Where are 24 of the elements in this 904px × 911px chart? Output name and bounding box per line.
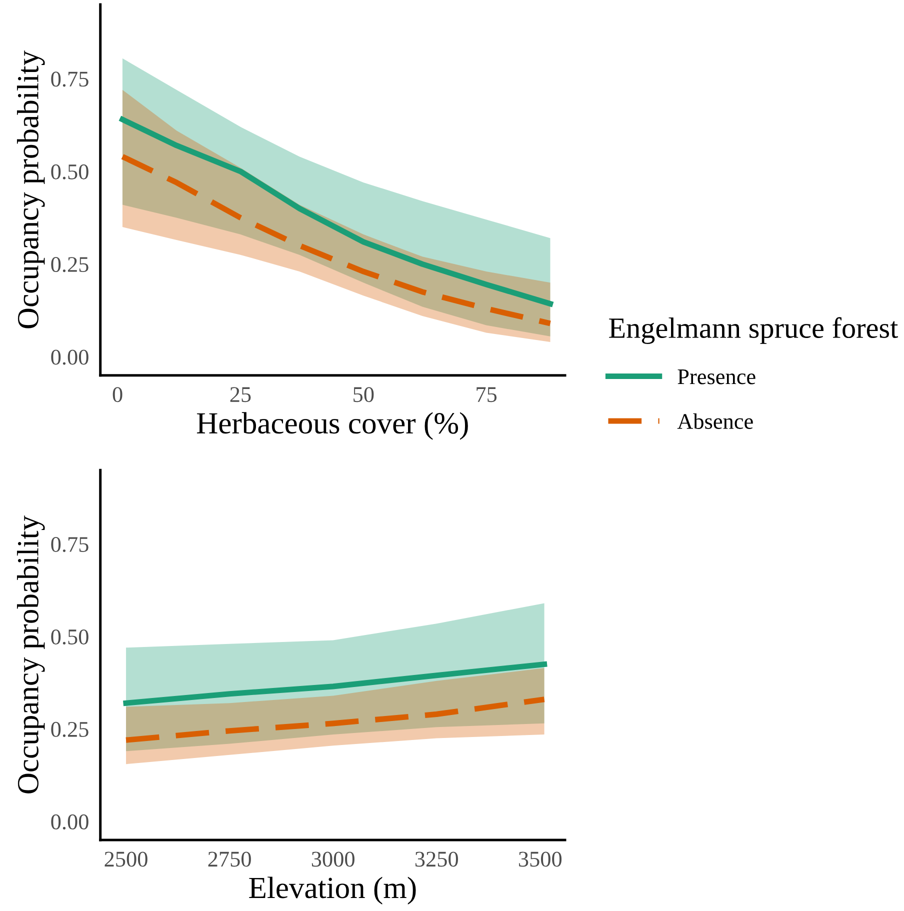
legend-title: Engelmann spruce forest (609, 317, 898, 344)
y-tick-label: 0.50 (51, 629, 88, 645)
y-axis-title: Occupancy probability (16, 516, 45, 794)
x-tick-label: 2750 (208, 852, 251, 867)
legend-label: Absence (677, 413, 753, 429)
x-tick-label: 75 (476, 387, 497, 402)
x-tick-label: 25 (230, 387, 251, 402)
x-tick-label: 3500 (518, 852, 562, 867)
legend-label: Presence (678, 369, 756, 384)
x-tick-label: 2500 (104, 852, 148, 867)
y-tick-label: 0.00 (51, 814, 88, 830)
x-tick-label: 3000 (312, 852, 354, 867)
y-axis-title: Occupancy probability (16, 50, 45, 328)
x-tick-label: 0 (112, 387, 122, 402)
x-tick-label: 50 (354, 387, 374, 402)
x-axis-title: Herbaceous cover (%) (196, 412, 468, 440)
x-axis-title: Elevation (m) (249, 876, 416, 904)
x-tick-label: 3250 (415, 852, 458, 867)
y-tick-label: 0.00 (51, 350, 88, 365)
y-tick-label: 0.75 (51, 536, 88, 552)
y-tick-label: 0.50 (51, 164, 88, 180)
y-tick-label: 0.75 (51, 72, 88, 87)
y-tick-label: 0.25 (51, 722, 88, 738)
y-tick-label: 0.25 (51, 257, 88, 272)
